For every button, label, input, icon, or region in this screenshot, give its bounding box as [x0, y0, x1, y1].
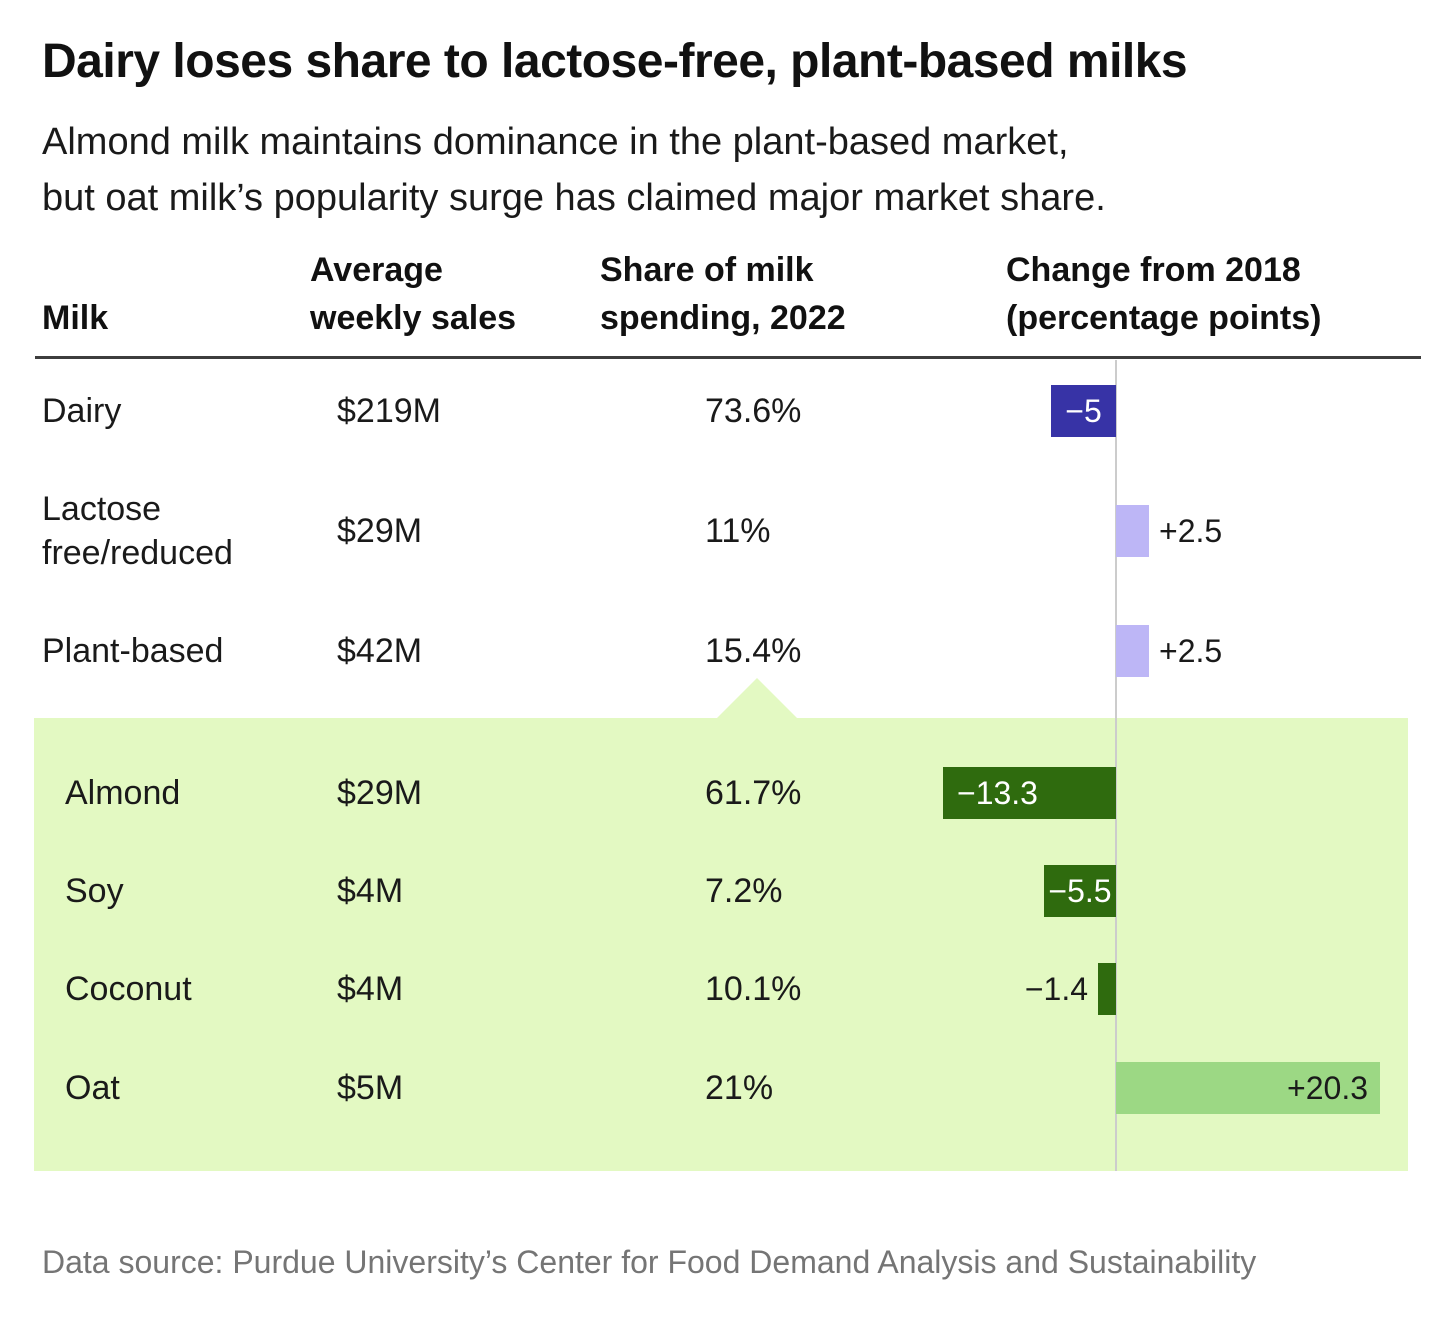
sales-value: $29M — [337, 774, 423, 812]
data-source-note: Data source: Purdue University’s Center … — [42, 1244, 1257, 1280]
table-row-almond: Almond $29M 61.7% −13.3 — [0, 767, 1440, 819]
change-bar: +20.3 — [1116, 1062, 1380, 1114]
table-row-coconut: Coconut $4M 10.1% −1.4 — [0, 963, 1440, 1015]
column-header-change-from-2018: Change from 2018 (percentage points) — [1006, 251, 1322, 337]
share-value: 61.7% — [705, 774, 802, 812]
share-value: 7.2% — [705, 872, 783, 910]
chart-subtitle-line2: but oat milk’s popularity surge has clai… — [42, 177, 1106, 219]
sales-value: $29M — [337, 512, 423, 550]
change-bar-label: −5.5 — [1048, 872, 1112, 909]
change-bar-label: −5 — [1065, 392, 1102, 429]
share-value: 11% — [705, 512, 771, 550]
plant-based-callout-arrow — [716, 678, 798, 719]
chart-title: Dairy loses share to lactose-free, plant… — [42, 35, 1188, 88]
change-bar-label: −13.3 — [957, 774, 1038, 811]
column-header-share-of-milk-spending: Share of milk spending, 2022 — [600, 251, 846, 337]
table-row-oat: Oat $5M 21% +20.3 — [0, 1062, 1440, 1114]
sales-value: $219M — [337, 392, 441, 430]
change-bar: −5 — [1051, 385, 1116, 437]
milk-name: Coconut — [65, 970, 192, 1008]
table-row-soy: Soy $4M 7.2% −5.5 — [0, 865, 1440, 917]
chart-subtitle-line1: Almond milk maintains dominance in the p… — [42, 121, 1069, 163]
table-row-plant-based: Plant-based $42M 15.4% +2.5 — [0, 625, 1440, 677]
header-divider-rule — [35, 356, 1421, 359]
change-bar-label: −1.4 — [1024, 970, 1088, 1007]
sales-value: $5M — [337, 1069, 404, 1107]
milk-name: Almond — [65, 774, 181, 812]
milk-name: Plant-based — [42, 632, 224, 670]
sales-value: $4M — [337, 872, 404, 910]
zero-axis-line — [1115, 360, 1117, 1171]
milk-name: Soy — [65, 872, 124, 910]
table-row-lactose-free-reduced: Lactose free/reduced $29M 11% +2.5 — [0, 490, 1440, 572]
share-value: 21% — [705, 1069, 774, 1107]
sales-value: $4M — [337, 970, 404, 1008]
column-header-average-weekly-sales: Average weekly sales — [310, 251, 517, 337]
change-bar-label: +2.5 — [1159, 512, 1223, 549]
change-bar: −5.5 — [1044, 865, 1116, 917]
milk-name: Dairy — [42, 392, 122, 430]
milk-name: Lactose free/reduced — [42, 490, 233, 572]
change-bar: −13.3 — [943, 767, 1116, 819]
change-bar-label: +2.5 — [1159, 632, 1223, 669]
change-bar-label: +20.3 — [1287, 1069, 1368, 1106]
change-bar — [1116, 505, 1149, 557]
table-row-dairy: Dairy $219M 73.6% −5 — [0, 385, 1440, 437]
column-header-milk: Milk — [42, 299, 109, 337]
share-value: 10.1% — [705, 970, 802, 1008]
change-bar — [1098, 963, 1116, 1015]
milk-name: Oat — [65, 1069, 120, 1107]
share-value: 73.6% — [705, 392, 802, 430]
chart-subtitle: Almond milk maintains dominance in the p… — [42, 114, 1412, 226]
sales-value: $42M — [337, 632, 423, 670]
share-value: 15.4% — [705, 632, 802, 670]
change-bar — [1116, 625, 1149, 677]
